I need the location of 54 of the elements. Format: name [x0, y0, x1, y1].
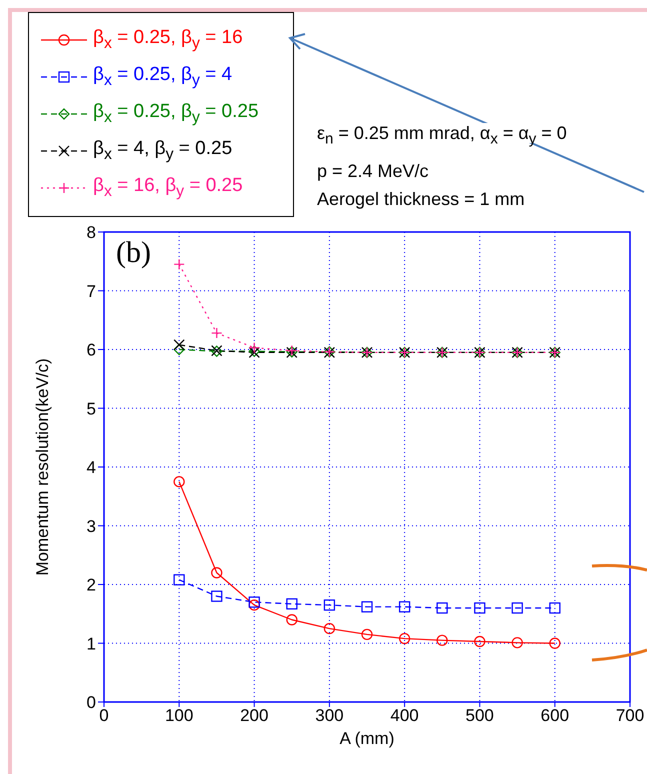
- point: [248, 596, 260, 608]
- point: [286, 598, 298, 610]
- x-tick-label: 600: [540, 706, 570, 726]
- point: [211, 590, 222, 602]
- y-tick-label: 3: [86, 516, 96, 536]
- y-axis-title: Momentum resolution(keV/c): [33, 358, 52, 576]
- text: Aerogel thickness = 1 mm: [314, 188, 528, 209]
- annotation: (b): [116, 236, 151, 270]
- point: [512, 602, 523, 614]
- point: [211, 567, 222, 578]
- legend-label: β$_{x}$ = 0.25, β$_{y}$ = 0.25: [93, 100, 259, 126]
- x-tick-label: 700: [616, 706, 644, 726]
- y-tick-label: 7: [86, 282, 96, 301]
- y-tick-label: 5: [86, 399, 96, 418]
- point: [512, 637, 523, 648]
- point: [398, 601, 410, 612]
- point: [549, 602, 560, 614]
- y-tick-label: 6: [86, 340, 96, 360]
- x-tick-label: 100: [164, 706, 194, 726]
- legend-label: β$_{x}$ = 16, β$_{y}$ = 0.25: [93, 174, 243, 200]
- y-tick-label: 1: [86, 634, 96, 654]
- point: [436, 634, 448, 646]
- point: [436, 602, 448, 614]
- y-tick-label: 0: [86, 693, 96, 712]
- point: [324, 599, 336, 611]
- point: [174, 574, 185, 586]
- text: p = 2.4 MeV/c: [314, 160, 432, 181]
- point: [174, 476, 185, 488]
- x-axis-title: A (mm): [340, 729, 394, 748]
- y-tick-label: 8: [86, 223, 96, 242]
- x-tick-label: 300: [315, 706, 344, 726]
- legend-label: β$_{x}$ = 0.25, β$_{y}$ = 16: [93, 26, 243, 52]
- point: [174, 339, 185, 350]
- x-tick-label: 200: [240, 706, 268, 726]
- x-tick-label: 0: [99, 706, 109, 726]
- point: [286, 614, 298, 626]
- legend-label: β$_{x}$ = 0.25, β$_{y}$ = 4: [93, 64, 232, 90]
- point: [211, 327, 222, 339]
- point: [398, 632, 410, 644]
- x-tick-label: 500: [466, 706, 494, 726]
- point: [361, 601, 373, 612]
- x-tick-label: 400: [390, 706, 419, 726]
- point: [549, 638, 560, 649]
- text: ε$_{n}$ = 0.25 mm mrad, α$_{x}$ = α$_{y}$ = 0: [316, 123, 568, 148]
- point: [248, 599, 260, 611]
- point: [474, 636, 486, 648]
- point: [361, 628, 373, 640]
- y-tick-label: 4: [86, 458, 96, 478]
- point: [248, 342, 260, 354]
- legend-label: β$_{x}$ = 4, β$_{y}$ = 0.25: [93, 138, 232, 164]
- point: [174, 258, 185, 270]
- point: [474, 602, 486, 614]
- point: [324, 622, 336, 634]
- y-tick-label: 2: [86, 576, 96, 595]
